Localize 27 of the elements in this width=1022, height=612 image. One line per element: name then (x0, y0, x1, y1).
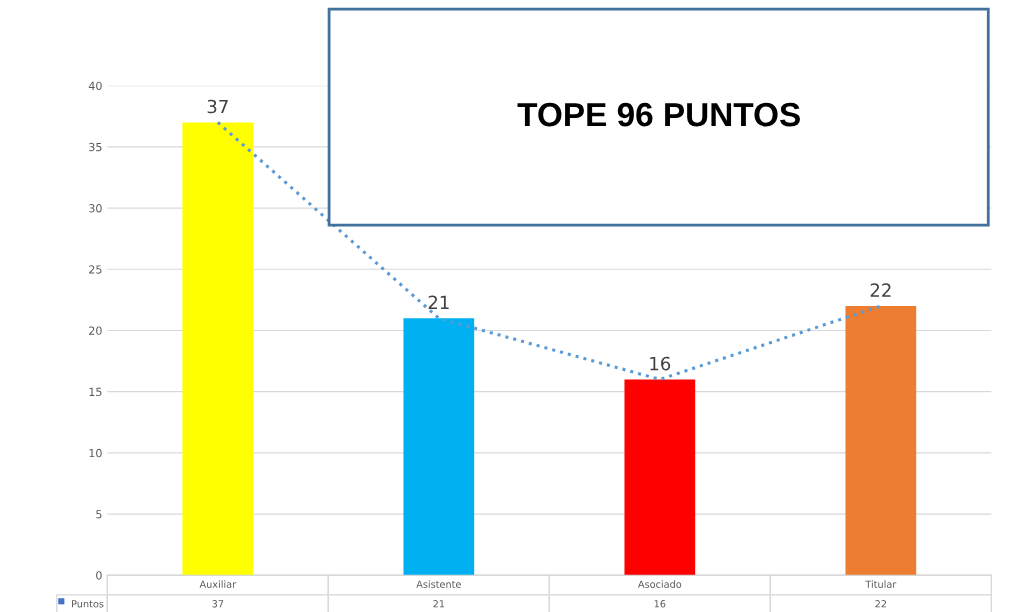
text: Puntos (72, 600, 104, 608)
y-tick-label: 25 (89, 265, 102, 274)
annotation: TOPE 96 PUNTOS (517, 102, 800, 127)
x-tick-label: Asistente (416, 580, 461, 588)
data-label: 21 (433, 600, 445, 608)
x-tick-label: Auxiliar (199, 580, 237, 588)
data-label: 16 (654, 600, 666, 608)
bar (624, 379, 696, 576)
data-label: 22 (875, 600, 887, 608)
y-tick-label: 40 (88, 81, 102, 91)
data-label: 37 (212, 600, 224, 608)
y-tick-label: 10 (89, 448, 102, 458)
data-label: 16 (650, 356, 671, 371)
y-tick-label: 0 (96, 571, 102, 580)
data-label: 37 (207, 99, 228, 114)
bar (182, 122, 254, 576)
x-tick-label: Titular (865, 580, 897, 588)
y-tick-label: 30 (89, 204, 102, 213)
data-label: 21 (428, 295, 449, 309)
y-tick-label: 20 (89, 326, 102, 335)
x-tick-label: Asociado (638, 580, 682, 588)
y-tick-label: 35 (89, 142, 102, 152)
data-label: 22 (870, 283, 891, 297)
y-tick-label: 5 (96, 510, 102, 519)
bar (403, 318, 475, 576)
y-tick-label: 15 (89, 387, 102, 397)
bar (845, 306, 917, 576)
